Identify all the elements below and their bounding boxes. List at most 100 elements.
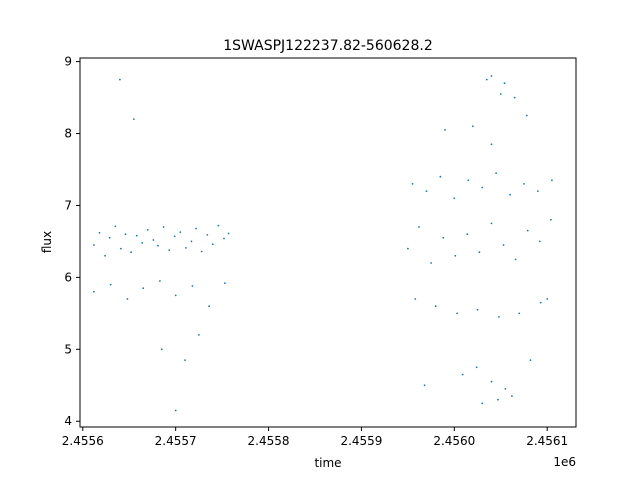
- data-point: [475, 366, 478, 369]
- x-tick-label: 2.4558: [248, 434, 290, 448]
- data-point: [490, 222, 493, 225]
- data-point: [108, 236, 111, 239]
- y-axis-label: flux: [40, 231, 54, 253]
- data-point: [444, 129, 446, 131]
- data-point: [211, 243, 214, 246]
- data-point: [498, 316, 500, 318]
- data-point: [173, 235, 176, 238]
- chart-title: 1SWASPJ122237.82-560628.2: [223, 38, 432, 54]
- data-point: [490, 143, 493, 146]
- data-point: [478, 251, 481, 254]
- data-point: [130, 251, 133, 254]
- data-point: [142, 287, 145, 290]
- data-point: [146, 229, 149, 231]
- data-point: [481, 186, 484, 189]
- data-point: [174, 409, 177, 412]
- data-point: [174, 294, 177, 297]
- x-tick-label: 2.4561: [526, 434, 568, 448]
- data-point: [546, 298, 549, 300]
- data-point: [513, 96, 516, 99]
- data-point: [461, 373, 464, 376]
- plot-frame: [79, 57, 577, 428]
- data-point: [208, 305, 211, 308]
- data-point: [223, 237, 225, 240]
- y-tick-label: 8: [64, 127, 72, 141]
- data-point: [485, 78, 488, 81]
- data-point: [472, 125, 474, 128]
- y-tick-label: 4: [64, 414, 72, 428]
- data-point: [195, 227, 198, 230]
- data-point: [551, 179, 553, 182]
- data-point: [217, 224, 220, 227]
- data-point: [481, 402, 484, 405]
- x-axis-label: time: [314, 456, 341, 470]
- data-point: [93, 290, 95, 293]
- data-point: [190, 240, 193, 243]
- data-point: [119, 78, 121, 81]
- x-tick-label: 2.4556: [62, 434, 104, 448]
- data-point: [525, 114, 528, 117]
- y-tick-label: 5: [64, 342, 72, 356]
- data-point: [439, 175, 442, 178]
- data-point: [430, 262, 432, 264]
- data-point: [191, 285, 194, 287]
- y-tick-label: 6: [64, 270, 72, 284]
- y-tick-label: 9: [64, 55, 72, 69]
- data-point: [135, 234, 138, 237]
- data-point: [184, 359, 186, 361]
- data-point: [503, 82, 506, 85]
- y-axis-ticks: 4 5 6 7 8 9: [64, 55, 80, 428]
- data-point: [499, 93, 502, 95]
- data-point: [518, 312, 521, 315]
- x-tick-label: 2.4557: [155, 434, 197, 448]
- data-point: [504, 388, 507, 390]
- data-point: [114, 225, 117, 228]
- data-point: [185, 247, 187, 249]
- data-point: [104, 254, 106, 257]
- data-points: [93, 75, 553, 412]
- data-point: [490, 380, 493, 383]
- data-point: [200, 250, 203, 253]
- data-point: [120, 247, 122, 250]
- data-point: [537, 190, 539, 193]
- data-point: [550, 218, 552, 221]
- data-point: [467, 179, 470, 182]
- data-point: [168, 249, 171, 252]
- data-point: [502, 244, 505, 246]
- data-point: [160, 348, 163, 351]
- data-point: [442, 236, 445, 239]
- data-point: [152, 239, 155, 241]
- data-point: [466, 233, 469, 236]
- data-point: [423, 384, 426, 387]
- data-point: [411, 183, 414, 185]
- x-axis-ticks: 2.4556 2.4557 2.4558 2.4559 2.4560 2.4561: [62, 427, 568, 448]
- data-point: [434, 305, 437, 308]
- data-point: [418, 226, 420, 228]
- x-axis-offset-label: 1e6: [553, 455, 576, 469]
- data-point: [109, 283, 112, 286]
- data-point: [206, 234, 209, 236]
- x-tick-label: 2.4559: [340, 434, 382, 448]
- data-point: [126, 298, 129, 300]
- data-point: [227, 232, 230, 235]
- data-point: [93, 244, 95, 246]
- data-point: [198, 334, 200, 336]
- data-point: [495, 172, 497, 175]
- data-point: [407, 247, 409, 250]
- data-point: [539, 301, 542, 304]
- y-tick-label: 7: [64, 198, 72, 212]
- x-tick-label: 2.4560: [433, 434, 475, 448]
- data-point: [526, 229, 529, 232]
- data-point: [224, 282, 226, 284]
- data-point: [511, 395, 513, 397]
- data-point: [509, 193, 511, 196]
- data-point: [98, 231, 101, 234]
- data-point: [179, 231, 182, 234]
- data-point: [124, 233, 127, 236]
- data-point: [497, 398, 499, 401]
- data-point: [453, 197, 456, 200]
- data-point: [414, 298, 417, 300]
- data-point: [454, 254, 457, 257]
- data-point: [162, 226, 165, 228]
- data-point: [425, 190, 428, 193]
